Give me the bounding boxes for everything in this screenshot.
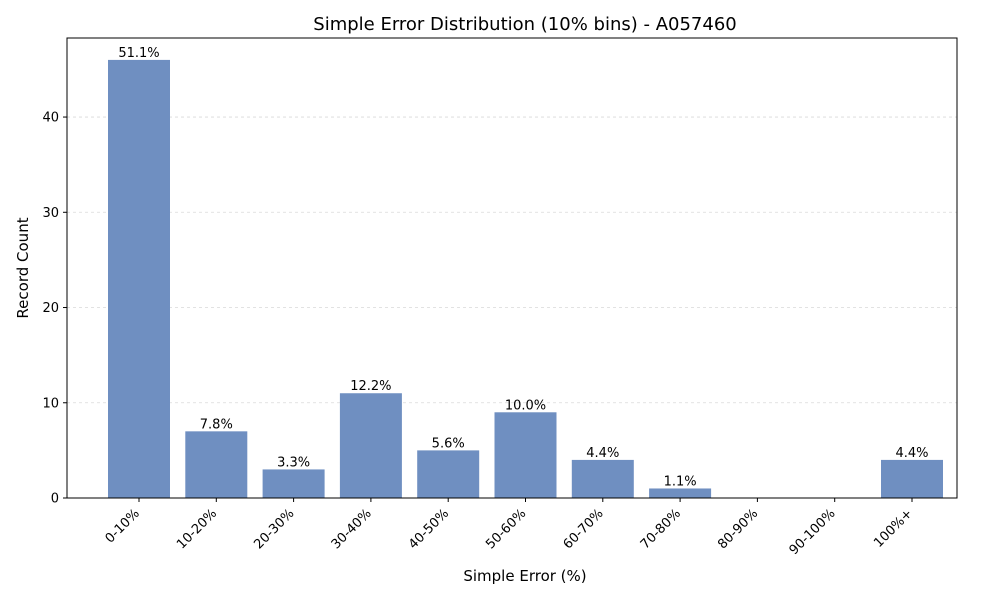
grid-lines <box>67 116 957 404</box>
bar-data-label: 7.8% <box>200 417 233 432</box>
x-tick-label: 90-100% <box>787 506 839 558</box>
bar-data-label: 3.3% <box>277 455 310 470</box>
x-tick-label: 20-30% <box>251 506 297 552</box>
x-axis-title: Simple Error (%) <box>463 567 586 585</box>
bar-data-label: 4.4% <box>586 446 619 461</box>
bar <box>262 469 325 498</box>
y-tick-label: 10 <box>42 396 59 411</box>
bar-data-label: 12.2% <box>350 379 391 394</box>
bar-data-labels: 51.1% 7.8% 3.3% 12.2% 5.6% 10.0% 4.4% 1.1% 4.4% <box>118 46 928 490</box>
bar <box>649 488 712 498</box>
plot-frame <box>66 37 958 499</box>
chart-title: Simple Error Distribution (10% bins) - A… <box>313 14 736 35</box>
bar <box>881 459 943 498</box>
bar <box>417 450 480 498</box>
x-tick-label: 40-50% <box>406 506 452 552</box>
x-tick-label: 80-90% <box>715 506 761 552</box>
bar <box>108 59 170 499</box>
y-axis-title: Record Count <box>14 217 32 318</box>
bar-data-label: 10.0% <box>505 398 546 413</box>
x-tick-label: 70-80% <box>638 506 684 552</box>
y-axis: 0 10 20 30 40 <box>42 111 67 507</box>
x-tick-label: 60-70% <box>561 506 607 552</box>
bar-data-label: 5.6% <box>432 436 465 451</box>
bar <box>339 393 402 498</box>
x-tick-label: 10-20% <box>174 506 220 552</box>
bar <box>571 459 634 498</box>
x-tick-label: 100%+ <box>871 506 916 551</box>
y-tick-label: 40 <box>42 111 59 126</box>
y-tick-label: 30 <box>42 206 59 221</box>
x-axis: 0-10% 10-20% 20-30% 30-40% 40-50% 50-60% 60-70… <box>103 498 916 558</box>
x-tick-label: 0-10% <box>103 506 143 546</box>
bar <box>494 412 557 498</box>
bar-data-label: 4.4% <box>895 446 928 461</box>
y-tick-label: 0 <box>51 492 59 507</box>
bar <box>185 431 248 498</box>
bar-data-label: 51.1% <box>118 46 159 61</box>
bars <box>108 59 943 499</box>
y-tick-label: 20 <box>42 301 59 316</box>
x-tick-label: 50-60% <box>483 506 529 552</box>
x-tick-label: 30-40% <box>329 506 375 552</box>
bar-data-label: 1.1% <box>664 474 697 489</box>
